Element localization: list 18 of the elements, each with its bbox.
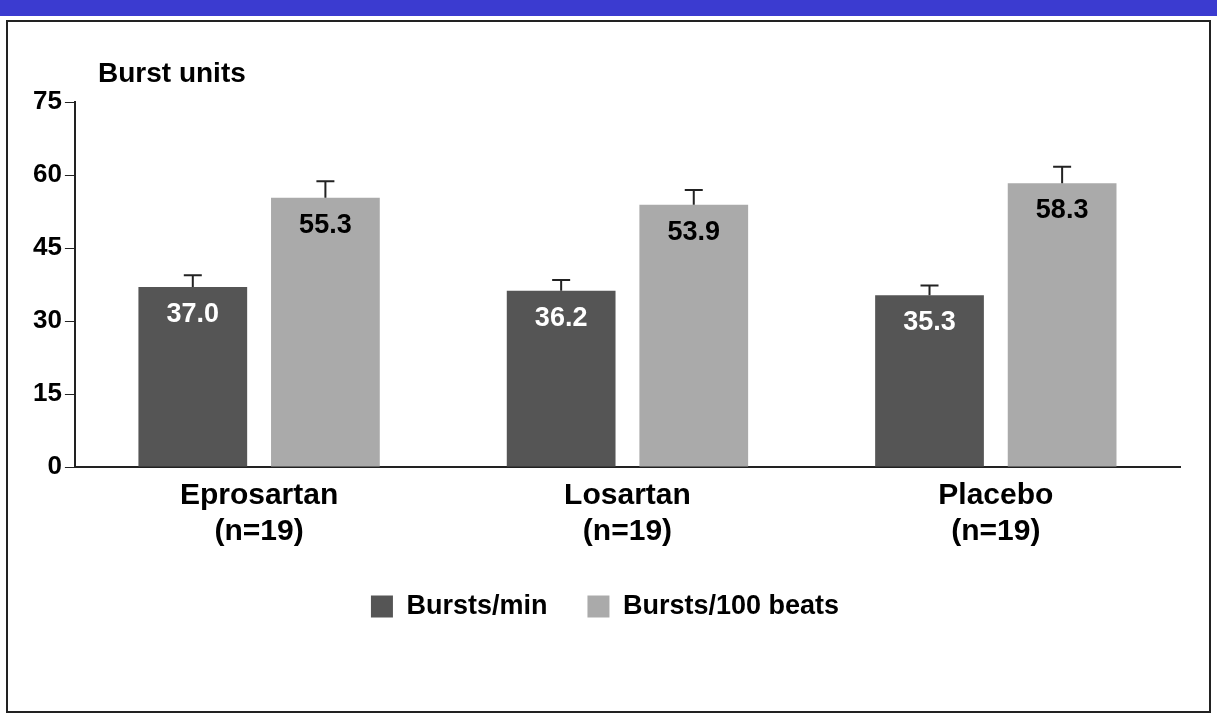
y-tick-label: 0	[47, 450, 62, 481]
x-tick-label: Eprosartan (n=19)	[179, 477, 339, 547]
y-tick-label: 60	[33, 158, 62, 189]
data-label: 35.3	[903, 306, 956, 337]
legend-label: Bursts/100 beats	[622, 589, 840, 620]
y-tick-label: 75	[33, 85, 62, 116]
legend-label: Bursts/min	[406, 589, 548, 620]
data-label: 53.9	[667, 215, 721, 246]
y-tick-label: 45	[33, 231, 62, 262]
y-tick-label: 30	[33, 304, 62, 335]
x-tick-label: Placebo (n=19)	[938, 477, 1054, 547]
data-label: 55.3	[299, 208, 352, 239]
y-axis-title: Burst units	[98, 56, 246, 88]
data-label: 58.3	[1035, 194, 1089, 225]
y-tick-label: 15	[33, 377, 62, 408]
x-tick-label: Losartan (n=19)	[564, 477, 691, 547]
data-label: 37.0	[166, 297, 220, 328]
data-label: 36.2	[534, 301, 588, 332]
